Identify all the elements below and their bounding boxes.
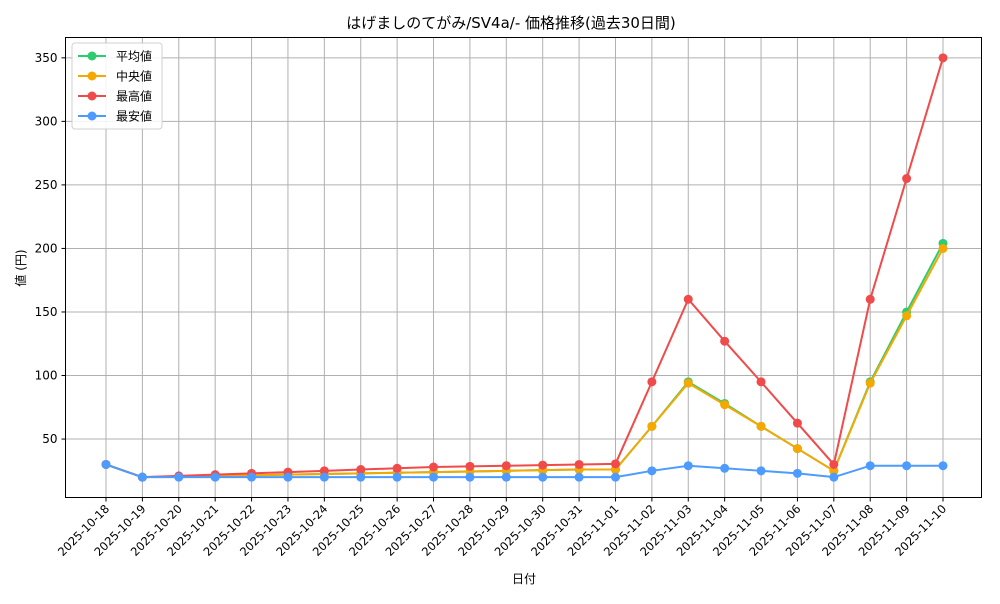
legend-item: 平均値 [78, 49, 152, 64]
data-point [610, 459, 620, 469]
data-point [683, 294, 693, 304]
data-point [902, 174, 912, 184]
legend-label: 中央値 [116, 69, 152, 84]
y-tick-label: 200 [35, 241, 58, 255]
data-point [792, 468, 802, 478]
data-point [501, 461, 511, 471]
x-axis-ticks: 2025-10-182025-10-192025-10-202025-10-21… [55, 497, 949, 559]
data-point [319, 472, 329, 482]
series-line [105, 463, 943, 479]
data-point [429, 472, 439, 482]
data-point [756, 466, 766, 476]
legend-marker-icon [87, 91, 97, 101]
series-line [105, 57, 944, 479]
data-point [356, 465, 366, 475]
data-point [829, 472, 839, 482]
y-axis-ticks: 50 100 150 200 250 300 350 [35, 51, 66, 446]
data-point [283, 472, 293, 482]
y-tick-label: 100 [35, 369, 58, 383]
data-point [938, 243, 948, 253]
data-point [829, 466, 839, 476]
data-point [683, 461, 693, 471]
series-lines [101, 53, 948, 482]
plot-frame [65, 37, 982, 498]
data-point [720, 336, 730, 346]
data-point [865, 294, 875, 304]
chart-title: はげましのてがみ/SV4a/- 価格推移(過去30日間) [346, 14, 676, 32]
series-line [105, 242, 944, 479]
legend-marker-icon [87, 111, 97, 121]
data-point [683, 378, 693, 388]
y-axis-label: 値 (円) [13, 249, 28, 286]
data-point [210, 472, 220, 482]
legend-marker-icon [87, 71, 97, 81]
data-point [465, 461, 475, 471]
legend-box [71, 42, 163, 130]
data-point [465, 472, 475, 482]
y-tick-label: 350 [35, 51, 58, 65]
series-0 [101, 238, 948, 482]
series-1 [101, 243, 948, 482]
data-point [647, 377, 657, 387]
data-point [865, 378, 875, 388]
legend-label: 最安値 [116, 109, 152, 124]
legend-item: 中央値 [78, 69, 152, 84]
data-point [647, 466, 657, 476]
data-point [392, 463, 402, 473]
data-point [938, 53, 948, 63]
legend-marker-icon [87, 51, 97, 61]
y-tick-label: 150 [35, 305, 58, 319]
legend-item: 最高値 [78, 89, 152, 104]
data-point [319, 466, 329, 476]
x-axis-label: 日付 [512, 572, 536, 586]
y-tick-label: 300 [35, 114, 58, 128]
data-point [538, 460, 548, 470]
data-point [356, 472, 366, 482]
grid-lines [65, 37, 982, 498]
data-point [756, 421, 766, 431]
data-point [574, 472, 584, 482]
data-point [174, 472, 184, 482]
data-point [902, 461, 912, 471]
series-2 [101, 53, 948, 482]
data-point [829, 459, 839, 469]
data-point [647, 421, 657, 431]
series-3 [101, 459, 948, 482]
data-point [792, 418, 802, 428]
data-point [865, 461, 875, 471]
data-point [610, 472, 620, 482]
y-tick-label: 50 [42, 432, 57, 446]
data-point [247, 472, 257, 482]
data-point [538, 472, 548, 482]
legend-item: 最安値 [78, 109, 152, 124]
data-point [756, 377, 766, 387]
data-point [574, 459, 584, 469]
data-point [392, 472, 402, 482]
y-tick-label: 250 [35, 178, 58, 192]
data-point [101, 459, 111, 469]
data-point [137, 472, 147, 482]
data-point [501, 472, 511, 482]
data-point [938, 461, 948, 471]
data-point [902, 311, 912, 321]
data-point [429, 462, 439, 472]
legend-label: 平均値 [116, 49, 152, 64]
data-point [720, 463, 730, 473]
legend-label: 最高値 [116, 89, 152, 104]
series-line [105, 247, 944, 479]
data-point [720, 400, 730, 410]
data-point [792, 444, 802, 454]
